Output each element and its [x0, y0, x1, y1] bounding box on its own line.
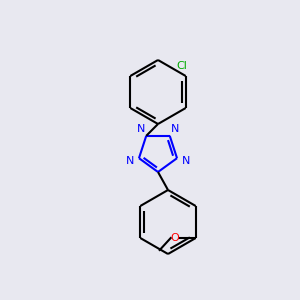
Text: O: O: [170, 233, 179, 243]
Text: N: N: [137, 124, 145, 134]
Text: N: N: [126, 156, 135, 166]
Text: N: N: [171, 124, 179, 134]
Text: Cl: Cl: [176, 61, 187, 71]
Text: N: N: [182, 156, 190, 166]
